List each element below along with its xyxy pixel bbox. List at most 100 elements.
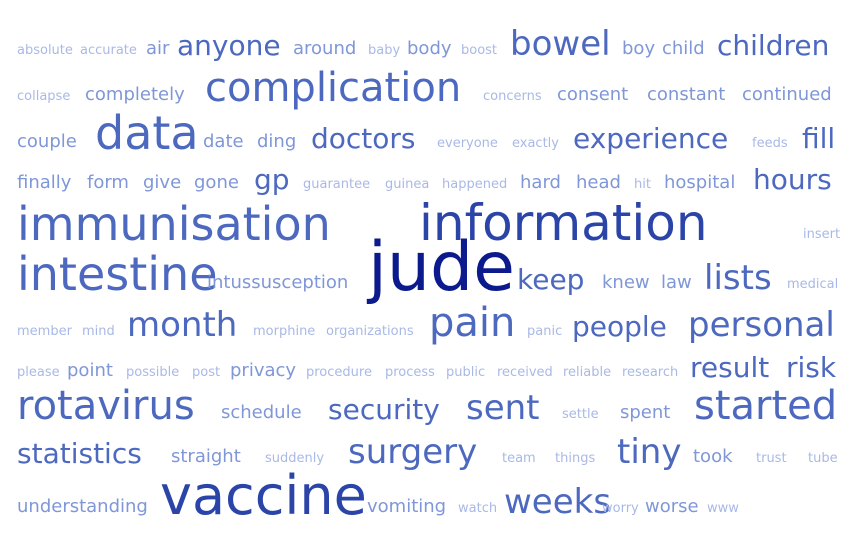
word-tiny: tiny xyxy=(617,431,682,472)
word-risk: risk xyxy=(786,350,837,384)
word-worry: worry xyxy=(602,500,639,516)
word-team: team xyxy=(502,450,536,466)
word-result: result xyxy=(690,350,770,384)
word-finally: finally xyxy=(17,171,72,193)
word-personal: personal xyxy=(688,304,835,345)
word-form: form xyxy=(87,171,129,193)
word-fill: fill xyxy=(802,121,836,155)
word-mind: mind xyxy=(82,323,115,339)
word-immunisation: immunisation xyxy=(17,197,331,252)
word-information: information xyxy=(419,194,708,252)
word-hit: hit xyxy=(634,176,651,192)
word-month: month xyxy=(127,304,238,345)
word-gone: gone xyxy=(194,171,239,193)
word-happened: happened xyxy=(442,176,508,192)
word-guarantee: guarantee xyxy=(303,176,371,192)
word-intestine: intestine xyxy=(17,247,218,302)
word-hours: hours xyxy=(753,162,832,196)
word-pain: pain xyxy=(429,300,516,346)
word-hospital: hospital xyxy=(664,171,736,193)
word-medical: medical xyxy=(787,276,839,292)
word-boy: boy xyxy=(622,37,656,59)
word-doctors: doctors xyxy=(311,121,416,155)
word-statistics: statistics xyxy=(17,436,142,470)
word-guinea: guinea xyxy=(385,176,430,192)
word-child: child xyxy=(662,37,705,59)
word-www: www xyxy=(707,500,739,516)
word-vomiting: vomiting xyxy=(367,495,447,517)
word-panic: panic xyxy=(527,323,563,339)
word-process: process xyxy=(385,364,435,380)
word-settle: settle xyxy=(562,406,599,422)
word-lists: lists xyxy=(704,257,772,298)
word-body: body xyxy=(407,37,452,59)
word-post: post xyxy=(192,364,221,380)
word-suddenly: suddenly xyxy=(265,450,325,466)
word-law: law xyxy=(661,271,692,293)
word-possible: possible xyxy=(126,364,180,380)
word-around: around xyxy=(293,37,357,59)
word-children: children xyxy=(717,28,830,62)
word-understanding: understanding xyxy=(17,495,148,517)
word-vaccine: vaccine xyxy=(160,463,367,527)
word-absolute: absolute xyxy=(17,42,73,58)
word-date: date xyxy=(203,130,244,152)
word-completely: completely xyxy=(85,83,185,105)
word-weeks: weeks xyxy=(504,481,612,522)
word-anyone: anyone xyxy=(177,28,281,62)
word-jude: jude xyxy=(368,227,515,307)
word-reliable: reliable xyxy=(563,364,612,380)
word-member: member xyxy=(17,323,72,339)
word-accurate: accurate xyxy=(80,42,137,58)
word-ding: ding xyxy=(257,130,297,152)
word-received: received xyxy=(497,364,553,380)
word-please: please xyxy=(17,364,60,380)
word-couple: couple xyxy=(17,130,77,152)
word-watch: watch xyxy=(458,500,498,516)
word-sent: sent xyxy=(466,387,540,428)
word-point: point xyxy=(67,359,113,381)
word-keep: keep xyxy=(517,262,585,296)
word-air: air xyxy=(146,37,170,59)
word-gp: gp xyxy=(254,162,290,196)
word-took: took xyxy=(693,445,733,467)
word-constant: constant xyxy=(647,83,726,105)
word-trust: trust xyxy=(756,450,787,466)
word-continued: continued xyxy=(742,83,832,105)
word-data: data xyxy=(95,106,199,161)
word-security: security xyxy=(328,392,440,426)
word-complication: complication xyxy=(205,65,462,111)
word-consent: consent xyxy=(557,83,629,105)
word-privacy: privacy xyxy=(230,359,297,381)
word-started: started xyxy=(694,383,838,429)
word-research: research xyxy=(622,364,679,380)
word-experience: experience xyxy=(573,121,729,155)
word-knew: knew xyxy=(602,271,650,293)
word-straight: straight xyxy=(171,445,241,467)
word-collapse: collapse xyxy=(17,88,71,104)
word-public: public xyxy=(446,364,486,380)
word-morphine: morphine xyxy=(253,323,316,339)
word-organizations: organizations xyxy=(326,323,414,339)
word-things: things xyxy=(555,450,596,466)
word-head: head xyxy=(576,171,621,193)
word-people: people xyxy=(572,309,667,343)
word-tube: tube xyxy=(808,450,838,466)
word-exactly: exactly xyxy=(512,135,559,151)
word-insert: insert xyxy=(803,226,841,242)
word-concerns: concerns xyxy=(483,88,542,104)
word-everyone: everyone xyxy=(437,135,498,151)
word-give: give xyxy=(143,171,182,193)
word-schedule: schedule xyxy=(221,401,302,423)
word-worse: worse xyxy=(645,495,699,517)
word-surgery: surgery xyxy=(348,431,478,472)
word-feeds: feeds xyxy=(752,135,788,151)
word-hard: hard xyxy=(520,171,561,193)
word-bowel: bowel xyxy=(510,23,611,64)
word-baby: baby xyxy=(368,42,401,58)
word-boost: boost xyxy=(461,42,498,58)
word-spent: spent xyxy=(620,401,671,423)
word-rotavirus: rotavirus xyxy=(17,383,195,429)
word-procedure: procedure xyxy=(306,364,372,380)
